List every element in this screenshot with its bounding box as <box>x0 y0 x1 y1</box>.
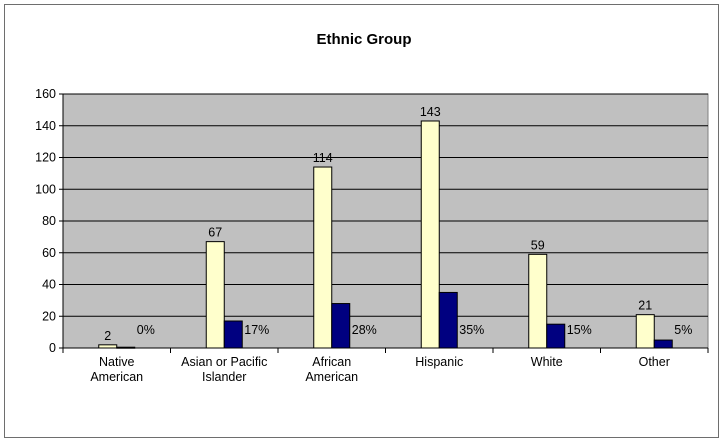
x-tick-label-line: Other <box>639 355 670 369</box>
data-label: 59 <box>531 238 545 252</box>
data-label: 15% <box>567 323 592 337</box>
x-tick-label-line: Hispanic <box>415 355 463 369</box>
y-tick-label: 80 <box>42 214 56 228</box>
x-tick-label-line: Native <box>99 355 134 369</box>
x-tick-label: White <box>531 355 563 369</box>
x-tick-label-line: African <box>312 355 351 369</box>
data-label: 28% <box>352 323 377 337</box>
bar-count <box>313 166 333 349</box>
data-label: 5% <box>674 323 692 337</box>
y-tick-label: 20 <box>42 309 56 323</box>
x-tick-label-line: American <box>305 370 358 384</box>
data-label: 114 <box>313 151 333 165</box>
x-tick-label-line: Asian or Pacific <box>181 355 267 369</box>
x-tick-label: African American <box>305 355 358 384</box>
bar-count <box>528 253 548 349</box>
bar-percent <box>116 346 136 349</box>
bar-count <box>205 241 225 349</box>
y-tick-label: 60 <box>42 246 56 260</box>
bar-count <box>420 120 440 349</box>
y-tick-label: 140 <box>35 119 56 133</box>
data-label: 21 <box>638 299 652 313</box>
x-tick-label-line: American <box>90 370 143 384</box>
data-label: 67 <box>208 226 222 240</box>
bar-percent <box>331 303 351 349</box>
bar-percent <box>653 339 673 349</box>
y-tick-label: 40 <box>42 278 56 292</box>
bar-count <box>635 314 655 349</box>
x-tick-label-line: White <box>531 355 563 369</box>
data-label: 0% <box>137 323 155 337</box>
x-tick-label: Other <box>639 355 670 369</box>
data-label: 35% <box>459 323 484 337</box>
bar-percent <box>438 291 458 349</box>
chart-title: Ethnic Group <box>317 31 412 48</box>
bar-percent <box>223 320 243 349</box>
y-tick-label: 120 <box>35 151 56 165</box>
bar-percent <box>546 323 566 349</box>
y-tick-label: 100 <box>35 182 56 196</box>
x-tick-label: Asian or Pacific Islander <box>181 355 267 384</box>
bar-count <box>98 344 118 349</box>
y-tick-label: 0 <box>49 341 56 355</box>
x-tick-label: Native American <box>90 355 143 384</box>
x-tick-label-line: Islander <box>202 370 246 384</box>
data-label: 2 <box>104 329 111 343</box>
x-tick-label: Hispanic <box>415 355 463 369</box>
data-label: 17% <box>244 323 269 337</box>
y-tick-label: 160 <box>35 87 56 101</box>
data-label: 143 <box>420 105 441 119</box>
